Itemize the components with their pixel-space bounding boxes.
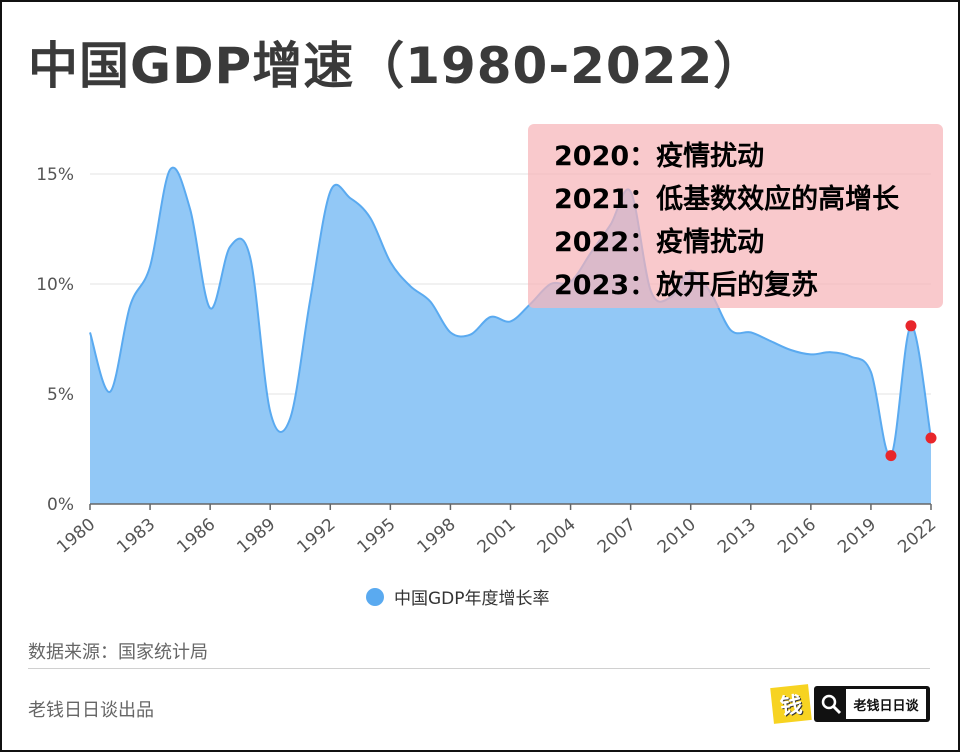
chart-legend[interactable]: 中国GDP年度增长率 [366, 584, 550, 609]
x-tick-label: 2001 [474, 515, 520, 558]
series-line [89, 166, 932, 457]
y-tick-label: 10% [36, 275, 74, 295]
annotation-line-2020: 2020：疫情扰动 [554, 141, 765, 172]
x-tick-label: 2022 [894, 515, 940, 558]
annotation-line-2021: 2021：低基数效应的高增长 [554, 184, 900, 215]
annotation-box: 2020：疫情扰动 2021：低基数效应的高增长 2022：疫情扰动 2023：… [528, 124, 943, 308]
series-area [90, 167, 931, 504]
highlight-point [905, 320, 917, 332]
x-tick-label: 1980 [53, 515, 99, 558]
x-tick-label: 1995 [354, 515, 400, 558]
area-layer [89, 166, 932, 504]
point-layer [885, 320, 937, 462]
annotation-line-2022: 2022：疫情扰动 [554, 227, 765, 258]
x-tick-label: 2004 [534, 515, 580, 558]
x-tick-label: 1986 [173, 515, 219, 558]
x-tick-label: 2019 [834, 515, 880, 558]
producer-credit: 老钱日日谈出品 [28, 700, 154, 721]
search-icon [821, 694, 842, 715]
x-tick-label: 1998 [414, 515, 460, 558]
x-tick-label: 1989 [233, 515, 279, 558]
y-tick-label: 15% [36, 165, 74, 185]
x-tick-label: 2013 [714, 515, 760, 558]
y-tick-label: 0% [47, 495, 74, 515]
x-tick-label: 2016 [774, 515, 820, 558]
legend-label: 中国GDP年度增长率 [394, 589, 550, 609]
brand-logo: 老钱日日谈 [814, 686, 930, 722]
x-tick-label: 2010 [654, 515, 700, 558]
highlight-point [925, 432, 937, 444]
annotation-line-2023: 2023：放开后的复苏 [554, 270, 819, 301]
page-title: 中国GDP增速（1980-2022） [28, 37, 765, 95]
footer-divider [28, 668, 930, 669]
x-tick-label: 1983 [113, 515, 159, 558]
x-tick-label: 2007 [594, 515, 640, 558]
logo-text: 老钱日日谈 [846, 689, 926, 719]
x-tick-label: 1992 [294, 515, 340, 558]
legend-dot-icon [366, 587, 384, 606]
y-tick-label: 5% [47, 385, 74, 405]
highlight-point [885, 450, 897, 462]
logo-mark-icon: 钱 [770, 684, 812, 724]
data-source: 数据来源：国家统计局 [28, 642, 208, 663]
